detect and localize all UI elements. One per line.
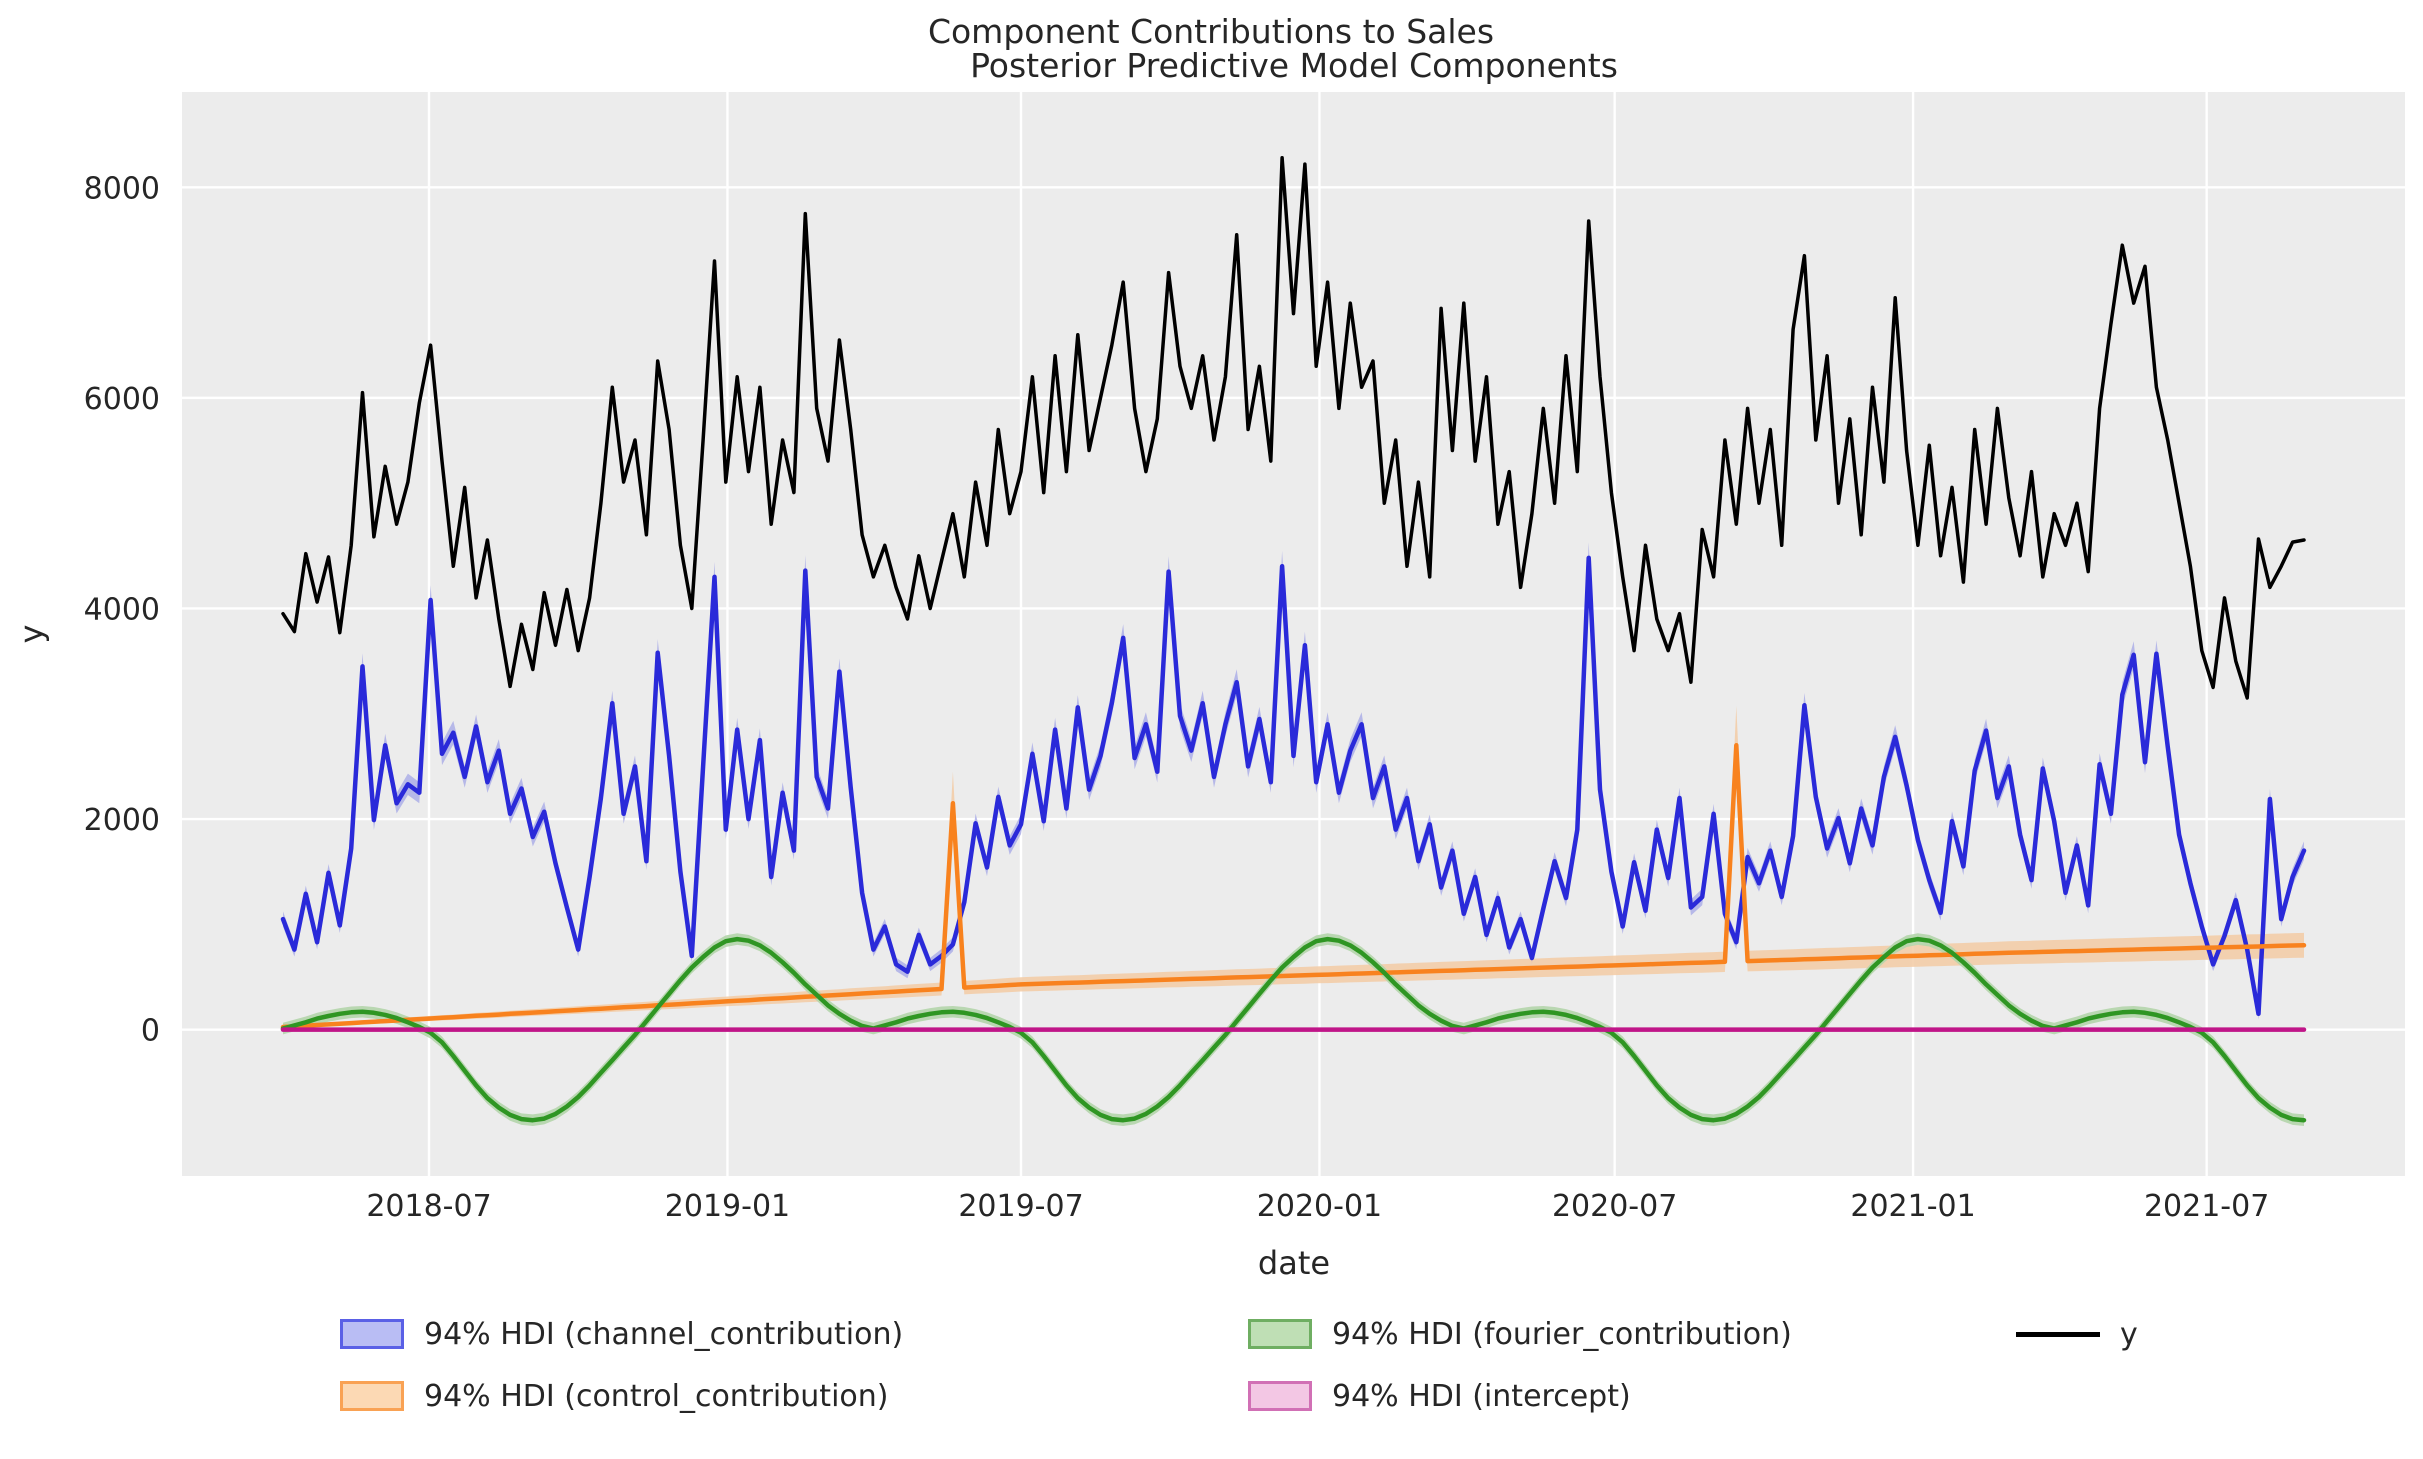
y-axis-label: y [12, 624, 51, 644]
legend: 94% HDI (channel_contribution) 94% HDI (… [0, 1312, 2423, 1452]
legend-item-channel: 94% HDI (channel_contribution) [340, 1312, 903, 1356]
channel-hdi-swatch-icon [340, 1319, 404, 1349]
x-tick-label: 2018-07 [366, 1189, 491, 1224]
legend-item-label: y [2120, 1316, 2138, 1352]
legend-item-y: y [2016, 1312, 2138, 1356]
legend-column-2: 94% HDI (fourier_contribution) 94% HDI (… [1248, 1312, 1792, 1436]
y-tick-label: 6000 [84, 382, 160, 417]
x-tick-label: 2021-01 [1850, 1189, 1975, 1224]
y-tick-label: 8000 [84, 171, 160, 206]
y-tick-label: 4000 [84, 592, 160, 627]
legend-item-fourier: 94% HDI (fourier_contribution) [1248, 1312, 1792, 1356]
x-axis-label: date [1257, 1244, 1331, 1282]
legend-column-3: y [2016, 1312, 2138, 1374]
legend-item-label: 94% HDI (control_contribution) [424, 1378, 889, 1414]
legend-item-label: 94% HDI (channel_contribution) [424, 1316, 904, 1352]
fourier-hdi-swatch-icon [1248, 1319, 1312, 1349]
x-tick-label: 2019-07 [958, 1189, 1083, 1224]
legend-column-1: 94% HDI (channel_contribution) 94% HDI (… [340, 1312, 903, 1436]
intercept-hdi-swatch-icon [1248, 1381, 1312, 1411]
axes-title: Posterior Predictive Model Components [970, 46, 1618, 85]
control_contribution-line [280, 743, 2307, 1030]
channel_contribution-line [280, 555, 2307, 1017]
y-line [281, 156, 2306, 700]
legend-item-intercept: 94% HDI (intercept) [1248, 1374, 1792, 1418]
x-tick-label: 2021-07 [2144, 1189, 2269, 1224]
figure-suptitle: Component Contributions to Sales [927, 12, 1495, 51]
legend-item-control: 94% HDI (control_contribution) [340, 1374, 903, 1418]
fourier_contribution-line [280, 936, 2307, 1123]
x-tick-label: 2019-01 [665, 1189, 790, 1224]
y-line-swatch-icon [2016, 1331, 2100, 1337]
legend-item-label: 94% HDI (intercept) [1332, 1378, 1631, 1414]
y-tick-label: 0 [141, 1014, 160, 1049]
x-tick-label: 2020-07 [1552, 1189, 1677, 1224]
y-tick-label: 2000 [84, 803, 160, 838]
plot-area: 0 2000 4000 6000 8000 2018-07 2019-01 2019-07 20… [84, 92, 2405, 1224]
x-tick-label: 2020-01 [1257, 1189, 1382, 1224]
control-hdi-swatch-icon [340, 1381, 404, 1411]
legend-item-label: 94% HDI (fourier_contribution) [1332, 1316, 1792, 1352]
